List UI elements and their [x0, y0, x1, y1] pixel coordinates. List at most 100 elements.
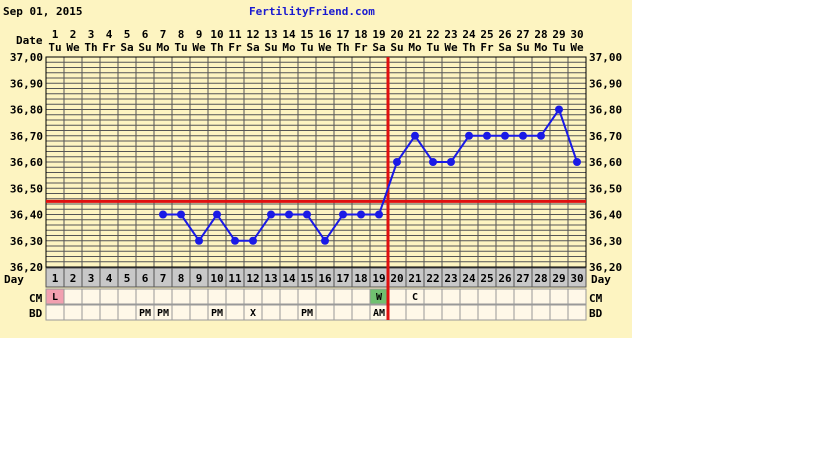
temperature-point — [375, 210, 383, 219]
temperature-point — [231, 236, 239, 245]
weekday-label: Fr — [480, 41, 494, 54]
date-labels: 1Tu2We3Th4Fr5Sa6Su7Mo8Tu9We10Th11Fr12Sa1… — [48, 28, 584, 54]
day-number: 29 — [552, 272, 565, 285]
temperature-point — [195, 236, 203, 245]
weekday-label: Sa — [120, 41, 133, 54]
day-number: 3 — [88, 272, 95, 285]
weekday-label: Su — [390, 41, 403, 54]
cm-cell — [279, 288, 299, 305]
weekday-label: Tu — [426, 41, 439, 54]
date-label: 28 — [534, 28, 547, 41]
date-label: 26 — [498, 28, 512, 41]
cm-cell — [315, 288, 335, 305]
weekday-label: We — [444, 41, 458, 54]
date-label: 15 — [300, 28, 313, 41]
bd-row-label-right: BD — [589, 307, 603, 320]
cm-cell — [549, 288, 569, 305]
temperature-point — [303, 210, 311, 219]
temperature-point — [447, 158, 455, 166]
weekday-label: Th — [210, 41, 223, 54]
y-tick-label: 36,20 — [10, 261, 43, 274]
y-tick-label-right: 36,80 — [589, 104, 622, 117]
bd-cell — [549, 304, 569, 321]
y-tick-label: 37,00 — [10, 51, 43, 64]
day-row-label-right: Day — [591, 273, 611, 286]
date-label: 30 — [570, 28, 583, 41]
bd-value: PM — [301, 308, 313, 319]
y-tick-label-right: 36,70 — [589, 130, 622, 143]
bd-value: PM — [139, 308, 151, 319]
day-number: 25 — [480, 272, 493, 285]
y-tick-label-right: 36,30 — [589, 235, 622, 248]
weekday-label: Sa — [498, 41, 511, 54]
weekday-label: Tu — [300, 41, 313, 54]
temperature-point — [483, 131, 491, 140]
y-tick-label: 36,40 — [10, 209, 43, 222]
cm-cell — [81, 288, 101, 305]
weekday-label: Tu — [48, 41, 61, 54]
weekday-label: Th — [84, 41, 97, 54]
day-number: 20 — [390, 272, 403, 285]
temperature-point — [393, 158, 401, 166]
day-row-label: Day — [4, 273, 24, 286]
temperature-point — [555, 105, 563, 114]
chart-start-date: Sep 01, 2015 — [3, 5, 82, 18]
date-label: 5 — [124, 28, 131, 41]
day-number: 9 — [196, 272, 203, 285]
date-label: 29 — [552, 28, 565, 41]
temperature-point — [357, 210, 365, 219]
bd-cell — [423, 304, 443, 321]
weekday-label: We — [570, 41, 584, 54]
bd-value: X — [250, 308, 256, 319]
date-label: 22 — [426, 28, 439, 41]
date-label: 24 — [462, 28, 476, 41]
bd-cell — [63, 304, 83, 321]
bd-cell — [405, 304, 425, 321]
cm-cell — [189, 288, 209, 305]
date-label: 16 — [318, 28, 332, 41]
day-number: 22 — [426, 272, 439, 285]
date-label: 4 — [106, 28, 113, 41]
y-tick-label-right: 36,90 — [589, 77, 622, 90]
date-label: 20 — [390, 28, 403, 41]
weekday-label: Tu — [174, 41, 187, 54]
site-name-link[interactable]: FertilityFriend.com — [249, 5, 375, 18]
temperature-point — [285, 210, 293, 219]
day-number: 15 — [300, 272, 313, 285]
cm-cell — [297, 288, 317, 305]
date-label: 21 — [408, 28, 422, 41]
cm-cell — [567, 288, 587, 305]
temperature-point — [249, 236, 257, 245]
temperature-point — [537, 131, 545, 140]
date-label: 9 — [196, 28, 203, 41]
cm-cell — [531, 288, 551, 305]
bd-cell — [459, 304, 479, 321]
cm-value: W — [376, 292, 383, 303]
day-number: 23 — [444, 272, 457, 285]
date-label: 10 — [210, 28, 223, 41]
date-label: 6 — [142, 28, 149, 41]
day-number: 14 — [282, 272, 296, 285]
weekday-label: Th — [336, 41, 349, 54]
date-label: 12 — [246, 28, 259, 41]
weekday-label: We — [192, 41, 206, 54]
date-row-label: Date — [16, 34, 43, 47]
temperature-point — [465, 131, 473, 140]
day-number: 17 — [336, 272, 349, 285]
day-number: 10 — [210, 272, 223, 285]
bd-cell — [81, 304, 101, 321]
temperature-point — [213, 210, 221, 219]
cm-cell — [513, 288, 533, 305]
cm-cell — [423, 288, 443, 305]
bd-cell — [333, 304, 353, 321]
cm-cell — [387, 288, 407, 305]
bd-cell — [513, 304, 533, 321]
y-tick-label-right: 36,50 — [589, 182, 622, 195]
cm-cell — [333, 288, 353, 305]
date-label: 3 — [88, 28, 95, 41]
weekday-label: Mo — [282, 41, 296, 54]
day-number: 24 — [462, 272, 476, 285]
y-tick-label-right: 37,00 — [589, 51, 622, 64]
weekday-label: Fr — [354, 41, 368, 54]
date-label: 11 — [228, 28, 242, 41]
